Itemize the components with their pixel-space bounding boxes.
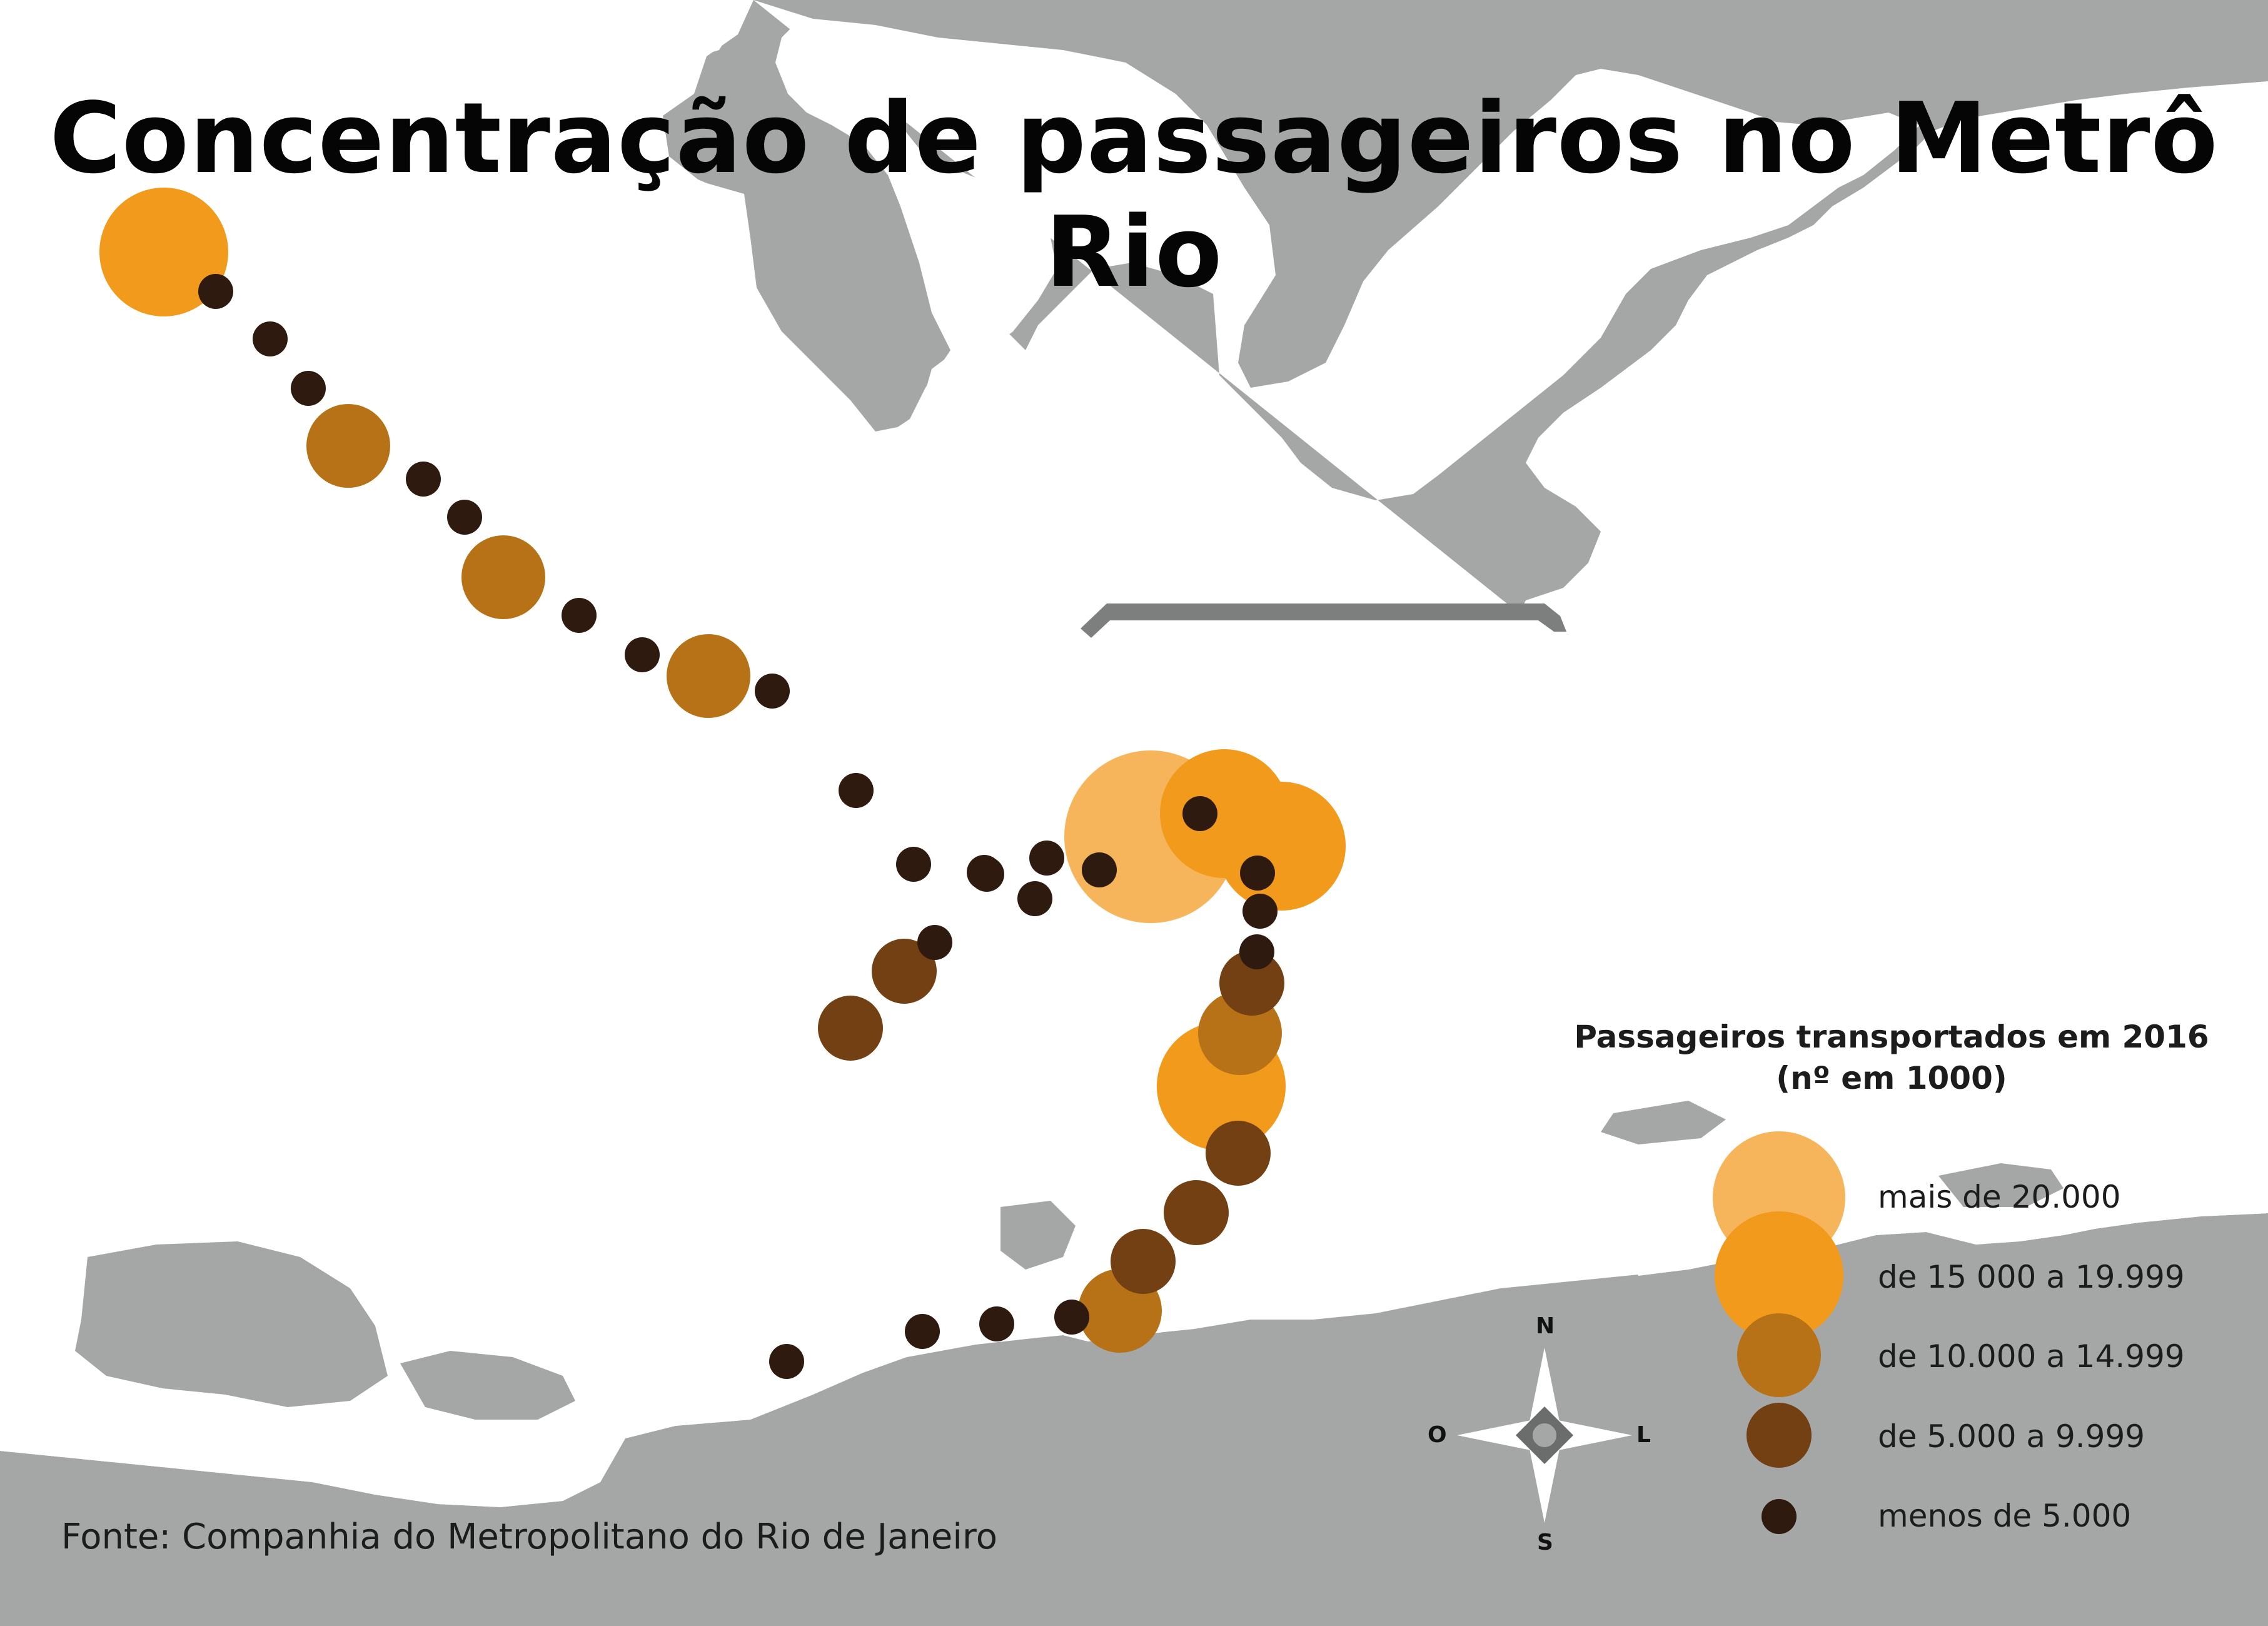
station-marker	[1219, 951, 1284, 1016]
compass-south-label: S	[1537, 1530, 1553, 1555]
station-marker	[896, 847, 931, 882]
rio-shore	[0, 0, 1394, 1507]
compass-north-label: N	[1536, 1313, 1555, 1339]
lagoon-west-1	[75, 1241, 388, 1407]
legend-label-c2: de 5.000 a 9.999	[1878, 1418, 2145, 1455]
compass-rose	[1457, 1348, 1632, 1523]
station-marker	[306, 404, 390, 488]
island-bay-1	[1501, 650, 1551, 694]
rio-niteroi-bridge	[1081, 603, 1566, 638]
lagoon-south	[1938, 1163, 2064, 1207]
station-marker	[99, 188, 228, 316]
station-marker	[979, 1306, 1014, 1341]
source-note: Fonte: Companhia do Metropolitano do Rio…	[61, 1517, 997, 1557]
legend-label-c1: menos de 5.000	[1878, 1498, 2132, 1534]
niteroi-shore	[1513, 81, 2268, 1276]
station-marker	[1242, 894, 1278, 929]
station-marker	[1239, 934, 1274, 969]
station-marker	[839, 773, 874, 808]
station-marker	[917, 925, 952, 960]
station-marker	[1164, 1180, 1229, 1245]
legend-symbol-c3	[1737, 1313, 1821, 1397]
compass-east-label: L	[1636, 1422, 1651, 1448]
station-marker	[1206, 1121, 1271, 1186]
station-marker	[198, 274, 233, 309]
station-marker	[1082, 852, 1117, 887]
compass-arrow-east	[1558, 1420, 1632, 1450]
station-marker	[769, 1344, 804, 1379]
island-fundao	[950, 538, 1032, 613]
station-marker	[667, 634, 750, 718]
map-title: Concentração de passageiros no Metrô Rio	[49, 81, 2219, 309]
station-marker	[447, 500, 482, 535]
compass-hub	[1529, 1420, 1560, 1451]
station-marker	[1054, 1300, 1089, 1335]
station-marker	[625, 637, 660, 672]
channel-east	[1601, 1101, 1726, 1144]
legend-label-c4: de 15 000 a 19.999	[1878, 1259, 2185, 1295]
compass-west-label: O	[1428, 1422, 1447, 1448]
station-marker	[253, 321, 288, 356]
legend-symbols	[1713, 1131, 1845, 1534]
station-marker	[291, 371, 326, 406]
legend-label-c3: de 10.000 a 14.999	[1878, 1338, 2185, 1375]
legend-symbol-c2	[1746, 1403, 1812, 1468]
stations-layer	[99, 188, 1346, 1379]
station-marker	[1017, 881, 1052, 916]
station-marker	[1217, 782, 1346, 911]
compass-arrow-north	[1530, 1348, 1560, 1421]
station-marker	[562, 598, 597, 633]
lagoon-west-2	[400, 1351, 575, 1420]
station-marker	[872, 939, 937, 1004]
compass-arrow-south	[1530, 1449, 1560, 1523]
station-marker	[755, 674, 790, 709]
legend-symbol-c1	[1761, 1499, 1797, 1534]
station-marker	[969, 857, 1004, 892]
land-masses	[0, 0, 2268, 1507]
station-marker	[1029, 841, 1064, 876]
legend-label-c5: mais de 20.000	[1878, 1179, 2121, 1215]
legend-title: Passageiros transportados em 2016 (nº em…	[1526, 1016, 2257, 1099]
legend-title-line-2: (nº em 1000)	[1776, 1060, 2007, 1096]
station-marker	[406, 462, 441, 497]
station-marker	[1240, 856, 1275, 891]
station-marker	[818, 996, 883, 1061]
station-marker	[461, 535, 545, 619]
station-marker	[1111, 1229, 1176, 1294]
legend-title-line-1: Passageiros transportados em 2016	[1574, 1019, 2209, 1055]
compass-arrow-west	[1457, 1420, 1531, 1450]
legend-symbol-c4	[1715, 1211, 1843, 1340]
station-marker	[1182, 796, 1217, 831]
station-marker	[905, 1314, 940, 1349]
lagoon-center	[1000, 1201, 1076, 1270]
